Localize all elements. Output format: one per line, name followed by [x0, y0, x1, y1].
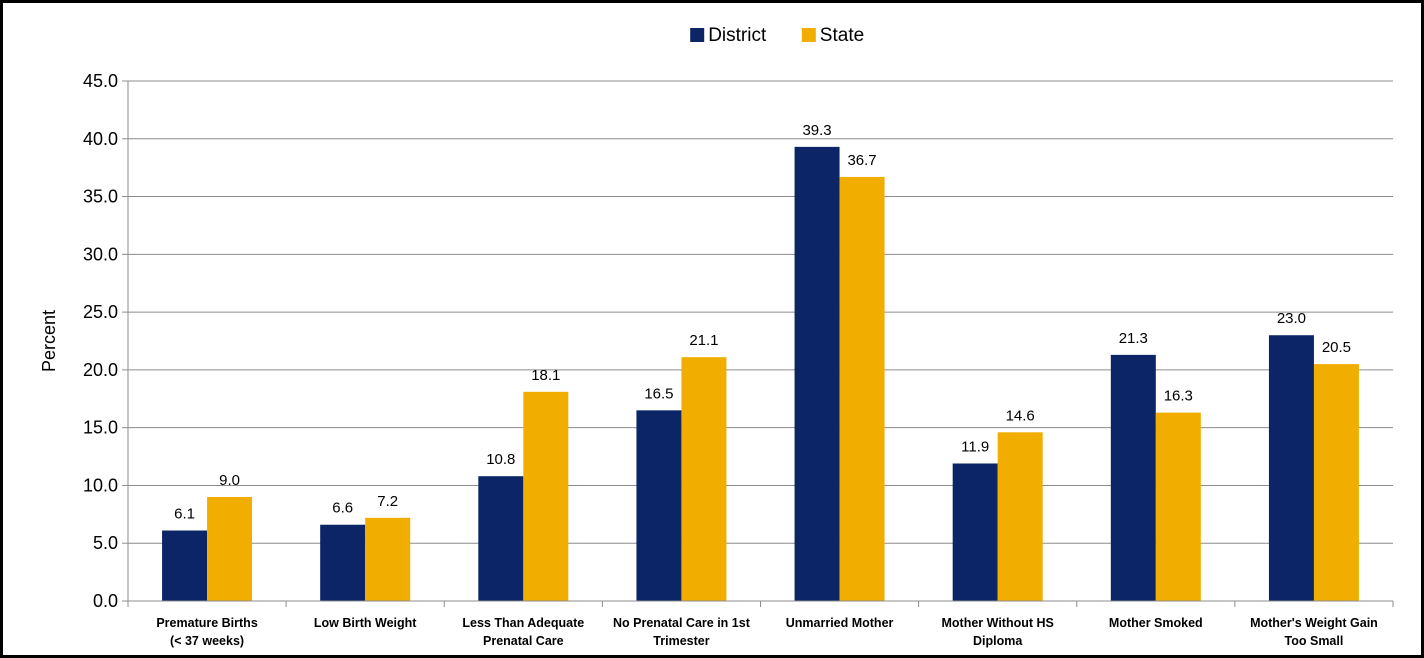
bar-state	[207, 497, 253, 601]
legend: District State	[690, 25, 864, 46]
x-tick-label: Less Than Adequate Prenatal Care	[462, 616, 584, 648]
legend-swatch-district	[690, 28, 705, 42]
x-tick-label: Unmarried Mother	[786, 616, 894, 630]
x-tick-label-line: Diploma	[973, 634, 1023, 648]
x-tick-label: Mother Smoked	[1109, 616, 1203, 630]
value-label-state: 9.0	[219, 472, 240, 489]
bar-district	[636, 410, 682, 601]
bar-district	[794, 146, 840, 601]
value-label-state: 16.3	[1164, 388, 1193, 405]
x-tick-label: Premature Births (< 37 weeks)	[156, 616, 257, 648]
legend-label-district: District	[708, 25, 767, 46]
y-tick-label: 15.0	[83, 418, 118, 438]
value-label-district: 6.6	[332, 500, 353, 517]
bar-district	[952, 463, 998, 601]
bar-state	[839, 176, 885, 601]
x-tick-label-line: Premature Births	[156, 616, 257, 630]
bar-state	[1155, 412, 1201, 601]
x-tick-label-line: Mother Without HS	[942, 616, 1054, 630]
x-tick-label-line: Mother Smoked	[1109, 616, 1203, 630]
value-labels: 6.1 9.0 6.6 7.2 10.8 18.1 16.5 21.1 39.3 36.7 11.9…	[174, 122, 1351, 523]
bar-district	[162, 530, 208, 601]
y-tick-label: 45.0	[83, 71, 118, 91]
x-tick-label-line: Unmarried Mother	[786, 616, 894, 630]
bars	[162, 146, 1359, 601]
y-tick-label: 10.0	[83, 475, 118, 495]
value-label-district: 6.1	[174, 506, 195, 523]
x-tick-label-line: Too Small	[1285, 634, 1344, 648]
y-axis-label: Percent	[39, 310, 59, 372]
value-label-state: 20.5	[1322, 339, 1351, 356]
bar-state	[523, 391, 569, 601]
x-axis: Premature Births (< 37 weeks) Low Birth We…	[127, 600, 1394, 648]
legend-swatch-state	[801, 28, 816, 42]
x-tick-label: Low Birth Weight	[314, 616, 417, 630]
y-tick-label: 35.0	[83, 187, 118, 207]
bar-district	[1110, 354, 1156, 601]
value-label-district: 23.0	[1277, 310, 1306, 327]
value-label-state: 21.1	[689, 332, 718, 349]
value-label-state: 18.1	[531, 367, 560, 384]
x-tick-label-line: Trimester	[653, 634, 709, 648]
legend-label-state: State	[820, 25, 864, 46]
x-tick-label-line: (< 37 weeks)	[170, 634, 244, 648]
bar-district	[478, 476, 524, 601]
x-tick-label-line: Prenatal Care	[483, 634, 564, 648]
bar-state	[365, 517, 411, 601]
value-label-district: 10.8	[486, 451, 515, 468]
y-axis: 0.0 5.0 10.0 15.0 20.0 25.0 30.0 35.0 40.0 45.0	[83, 71, 129, 611]
x-tick-label: No Prenatal Care in 1st Trimester	[613, 616, 751, 648]
bar-state	[681, 357, 727, 601]
bar-district	[320, 524, 366, 601]
value-label-district: 21.3	[1119, 330, 1148, 347]
value-label-state: 14.6	[1006, 407, 1035, 424]
y-tick-label: 0.0	[93, 591, 118, 611]
x-tick-label-line: No Prenatal Care in 1st	[613, 616, 751, 630]
x-tick-label: Mother's Weight Gain Too Small	[1250, 616, 1378, 648]
x-tick-label-line: Low Birth Weight	[314, 616, 417, 630]
bar-state	[1313, 364, 1359, 601]
gridlines	[128, 80, 1393, 602]
y-tick-label: 40.0	[83, 129, 118, 149]
x-tick-label: Mother Without HS Diploma	[942, 616, 1054, 648]
bar-chart: District State 0.0 5.0 10.0 15.0 20.0 25.0 30.0…	[39, 25, 1394, 648]
value-label-district: 11.9	[961, 438, 989, 455]
value-label-district: 39.3	[802, 122, 831, 139]
bar-district	[1268, 335, 1314, 601]
y-tick-label: 30.0	[83, 244, 118, 264]
x-tick-label-line: Less Than Adequate	[462, 616, 584, 630]
y-tick-label: 5.0	[93, 533, 118, 553]
bar-state	[997, 432, 1043, 601]
value-label-district: 16.5	[644, 385, 673, 402]
y-tick-label: 25.0	[83, 302, 118, 322]
value-label-state: 7.2	[377, 493, 398, 510]
y-tick-label: 20.0	[83, 360, 118, 380]
x-tick-label-line: Mother's Weight Gain	[1250, 616, 1378, 630]
value-label-state: 36.7	[847, 152, 876, 169]
